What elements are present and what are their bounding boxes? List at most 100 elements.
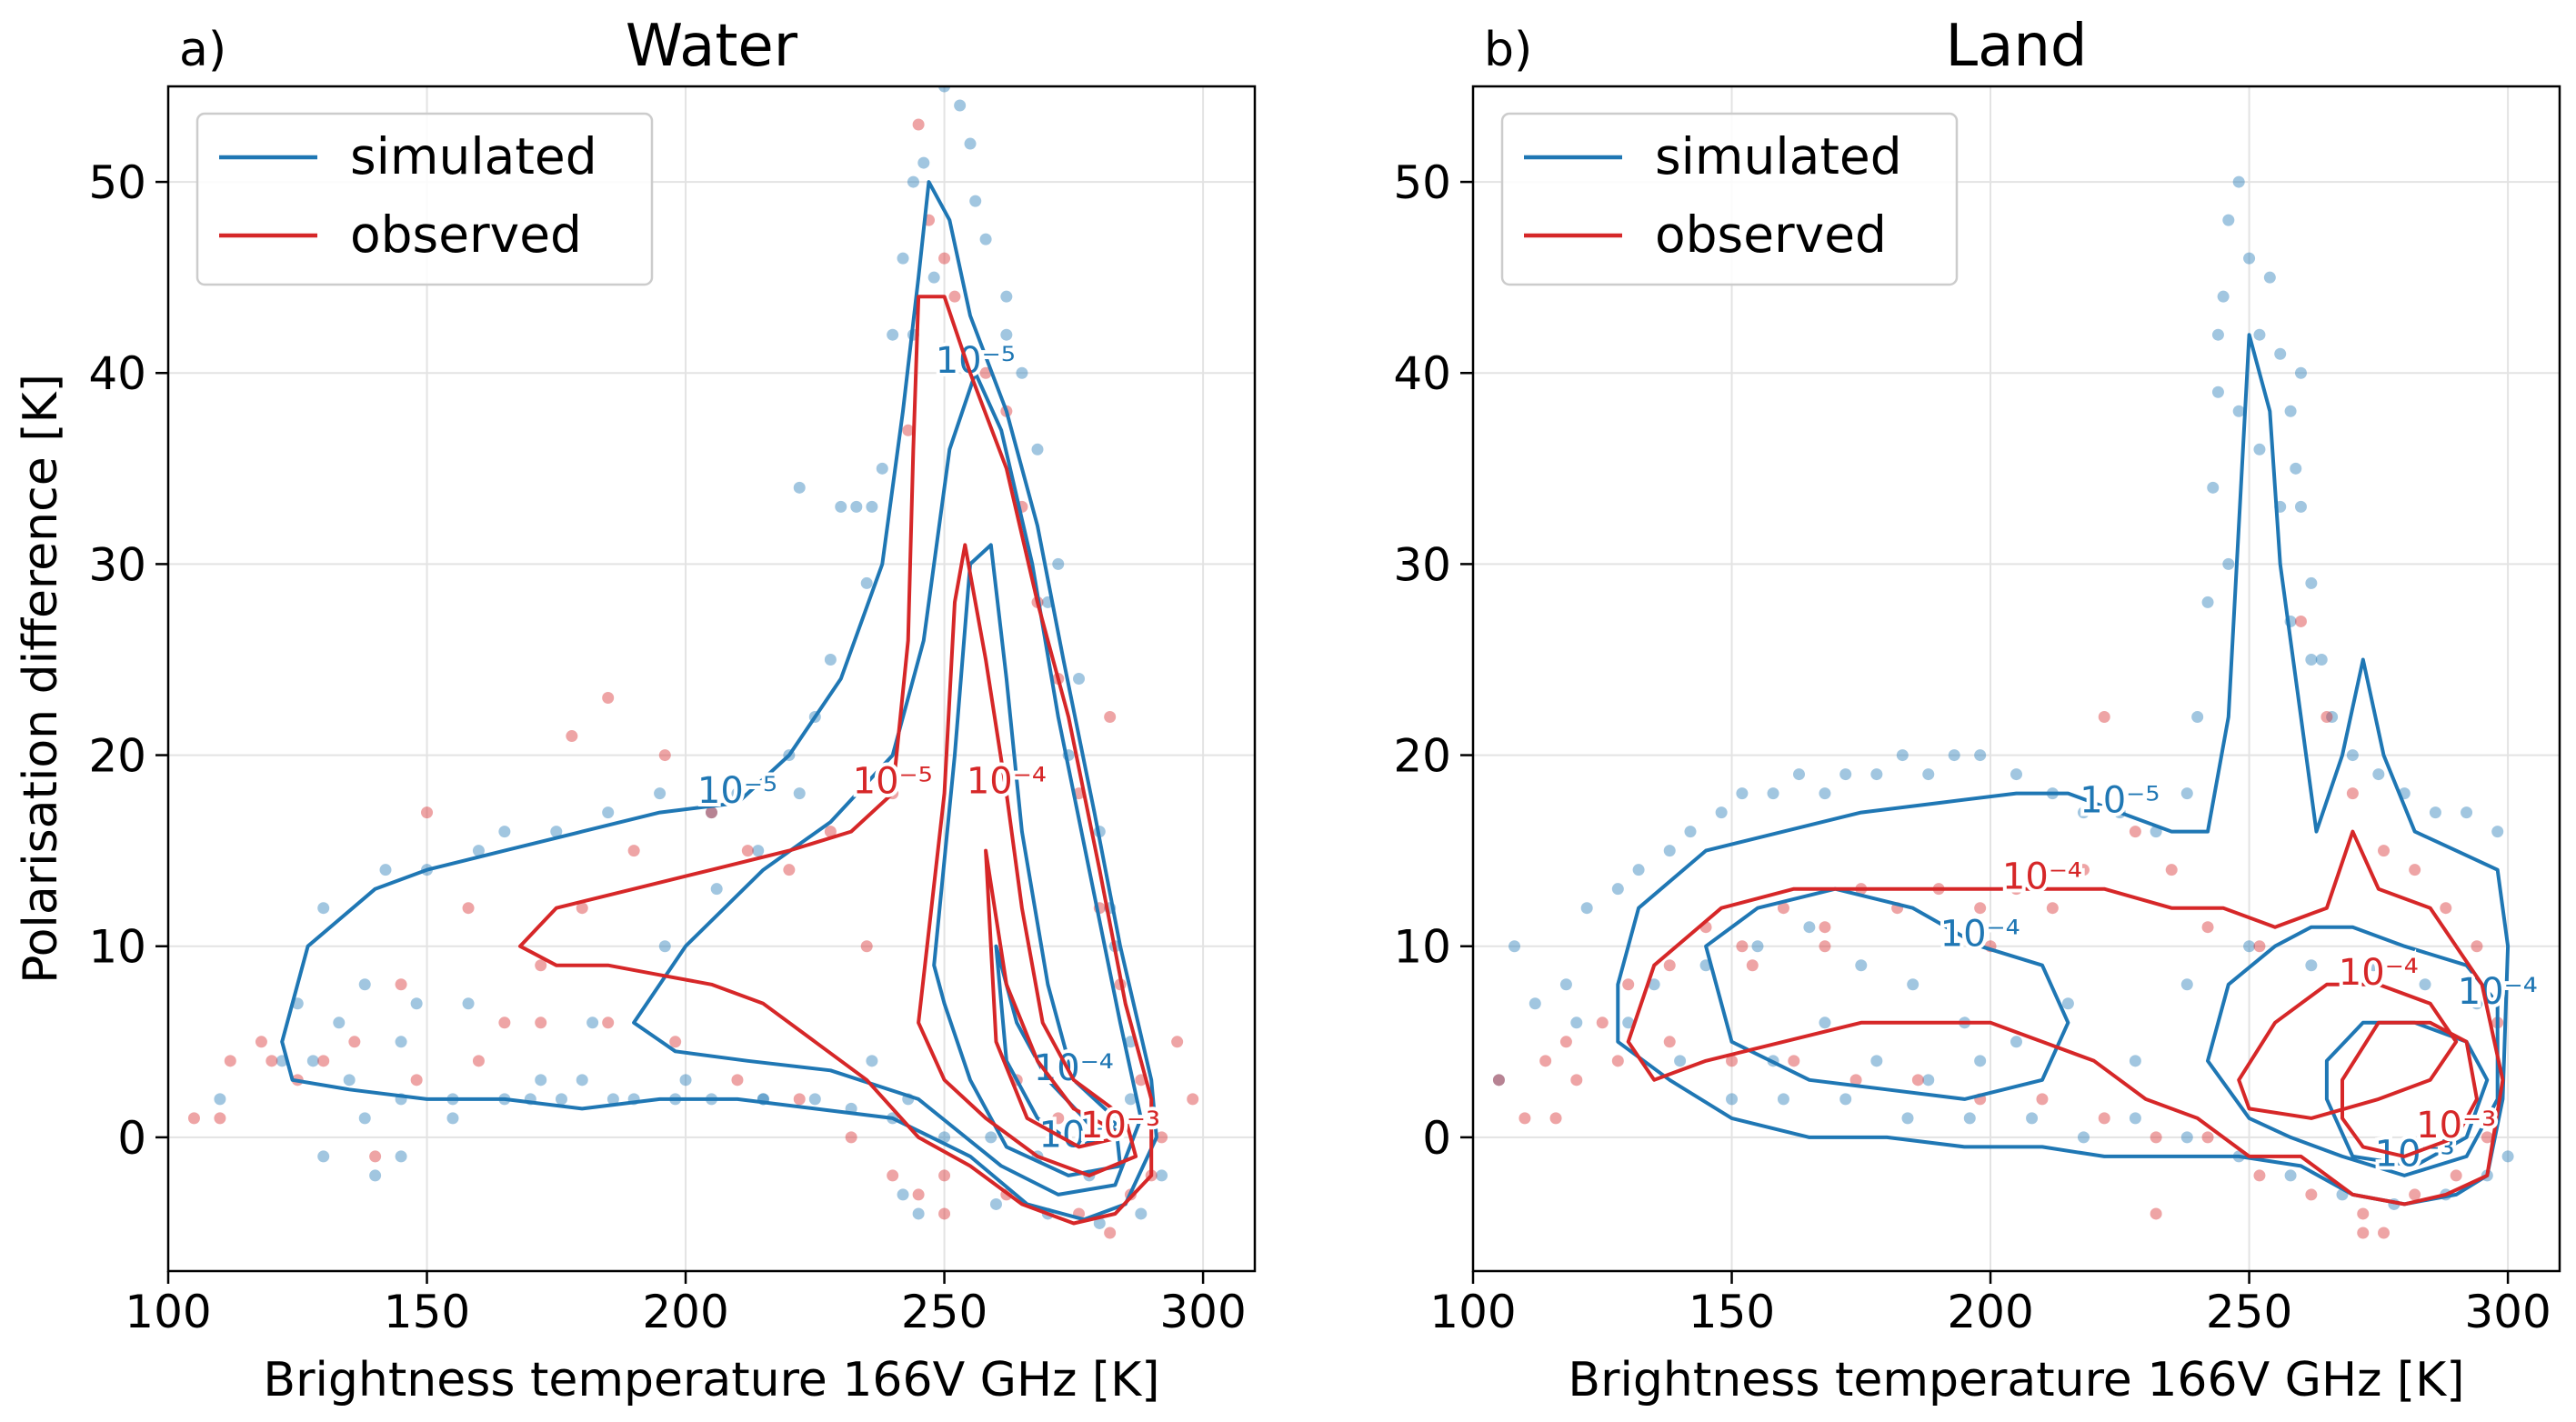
y-tick-label: 0 bbox=[117, 1112, 146, 1165]
scatter-point-simulated bbox=[731, 787, 744, 800]
scatter-point-observed bbox=[627, 845, 640, 857]
scatter-point-simulated bbox=[2201, 596, 2214, 608]
scatter-point-simulated bbox=[1000, 290, 1013, 303]
scatter-simulated bbox=[1492, 175, 2514, 1210]
axes-frame bbox=[166, 85, 1257, 1273]
y-tick-label: 40 bbox=[1393, 347, 1451, 400]
scatter-point-observed bbox=[731, 1074, 744, 1087]
scatter-point-observed bbox=[2098, 1112, 2110, 1125]
scatter-observed bbox=[1492, 615, 2504, 1239]
scatter-point-simulated bbox=[1870, 1055, 1883, 1067]
scatter-point-observed bbox=[1492, 1074, 1505, 1087]
scatter-point-observed bbox=[669, 1036, 682, 1048]
scatter-point-simulated bbox=[706, 806, 717, 819]
contour-label-simulated: 10⁻⁴ bbox=[1940, 914, 2020, 956]
contour-label-simulated: 10⁻⁵ bbox=[697, 770, 777, 812]
contour-line-simulated bbox=[994, 944, 1102, 1149]
scatter-point-observed bbox=[2150, 1207, 2162, 1220]
scatter-point-simulated bbox=[2253, 443, 2266, 456]
scatter-point-simulated bbox=[679, 1074, 692, 1087]
scatter-point-observed bbox=[421, 806, 434, 819]
scatter-point-simulated bbox=[1000, 328, 1013, 341]
scatter-point-simulated bbox=[1767, 787, 1779, 800]
y-tick-label: 20 bbox=[88, 730, 146, 783]
scatter-point-simulated bbox=[2263, 271, 2276, 284]
chart-title: Land bbox=[1945, 13, 2087, 80]
scatter-point-observed bbox=[1777, 902, 1789, 915]
scatter-point-observed bbox=[938, 252, 951, 265]
scatter-point-simulated bbox=[989, 1197, 1002, 1210]
scatter-point-simulated bbox=[824, 653, 837, 666]
scatter-point-observed bbox=[2129, 826, 2141, 838]
scatter-point-simulated bbox=[343, 1074, 356, 1087]
contour-label-simulated: 10⁻⁴ bbox=[1034, 1047, 1114, 1089]
scatter-point-simulated bbox=[897, 1188, 909, 1201]
scatter-point-simulated bbox=[1922, 1074, 1935, 1087]
y-tick-label: 20 bbox=[1393, 730, 1451, 783]
scatter-point-observed bbox=[2440, 902, 2452, 915]
y-tick-label: 30 bbox=[88, 538, 146, 591]
scatter-point-observed bbox=[793, 1093, 806, 1106]
scatter-point-simulated bbox=[752, 845, 765, 857]
scatter-point-simulated bbox=[969, 195, 982, 207]
scatter-point-simulated bbox=[2305, 959, 2318, 972]
scatter-point-observed bbox=[498, 1016, 511, 1029]
scatter-point-simulated bbox=[2061, 997, 2074, 1010]
scatter-point-simulated bbox=[2243, 940, 2256, 953]
scatter-point-observed bbox=[902, 424, 915, 436]
scatter-point-observed bbox=[1746, 959, 1759, 972]
scatter-point-observed bbox=[2346, 787, 2359, 800]
x-tick-label: 250 bbox=[2206, 1286, 2292, 1338]
scatter-point-simulated bbox=[2305, 653, 2318, 666]
scatter-point-simulated bbox=[654, 787, 667, 800]
scatter-point-observed bbox=[1622, 978, 1635, 991]
scatter-point-observed bbox=[255, 1036, 267, 1048]
scatter-point-simulated bbox=[498, 826, 511, 838]
contours-simulated bbox=[1616, 333, 2511, 1207]
scatter-point-simulated bbox=[912, 1207, 925, 1220]
scatter-point-observed bbox=[1911, 1074, 1924, 1087]
scatter-point-simulated bbox=[586, 1016, 599, 1029]
scatter-point-simulated bbox=[2315, 653, 2328, 666]
scatter-point-observed bbox=[1559, 1036, 1572, 1048]
x-tick-label: 200 bbox=[642, 1286, 728, 1338]
scatter-point-observed bbox=[2409, 864, 2421, 876]
scatter-point-simulated bbox=[1736, 787, 1749, 800]
x-tick-label: 300 bbox=[2464, 1286, 2551, 1338]
scatter-point-simulated bbox=[1492, 1074, 1505, 1087]
legend: simulated observed bbox=[1500, 112, 1959, 286]
scatter-point-simulated bbox=[1793, 768, 1805, 781]
scatter-point-observed bbox=[1596, 1016, 1609, 1029]
scatter-point-simulated bbox=[850, 500, 863, 513]
scatter-point-simulated bbox=[808, 1093, 821, 1106]
scatter-point-simulated bbox=[2077, 1131, 2090, 1144]
scatter-point-simulated bbox=[1135, 1207, 1148, 1220]
scatter-point-simulated bbox=[2471, 997, 2483, 1010]
scatter-point-simulated bbox=[317, 1150, 330, 1163]
scatter-point-simulated bbox=[2346, 749, 2359, 762]
scatter-point-simulated bbox=[1839, 768, 1852, 781]
scatter-point-simulated bbox=[1948, 749, 1960, 762]
scatter-point-simulated bbox=[2211, 328, 2224, 341]
scatter-point-simulated bbox=[333, 1016, 346, 1029]
contour-label-simulated: 10⁻⁵ bbox=[936, 340, 1016, 382]
scatter-point-observed bbox=[472, 1055, 485, 1067]
scatter-point-simulated bbox=[1974, 749, 1987, 762]
contour-label-observed: 10⁻⁴ bbox=[2002, 856, 2082, 898]
scatter-point-simulated bbox=[1559, 978, 1572, 991]
scatter-point-simulated bbox=[2232, 175, 2245, 188]
scatter-point-simulated bbox=[2305, 576, 2318, 589]
scatter-point-observed bbox=[369, 1150, 382, 1163]
x-tick-label: 100 bbox=[125, 1286, 211, 1338]
scatter-point-simulated bbox=[1870, 768, 1883, 781]
contour-label-observed: 10⁻⁴ bbox=[967, 761, 1047, 803]
x-tick-label: 250 bbox=[901, 1286, 987, 1338]
scatter-point-simulated bbox=[317, 902, 330, 915]
scatter-point-simulated bbox=[897, 252, 909, 265]
scatter-point-observed bbox=[2357, 1207, 2370, 1220]
scatter-point-simulated bbox=[2217, 290, 2230, 303]
scatter-point-simulated bbox=[1663, 845, 1676, 857]
scatter-point-observed bbox=[2378, 845, 2391, 857]
scatter-point-simulated bbox=[835, 500, 847, 513]
scatter-point-simulated bbox=[1529, 997, 1541, 1010]
